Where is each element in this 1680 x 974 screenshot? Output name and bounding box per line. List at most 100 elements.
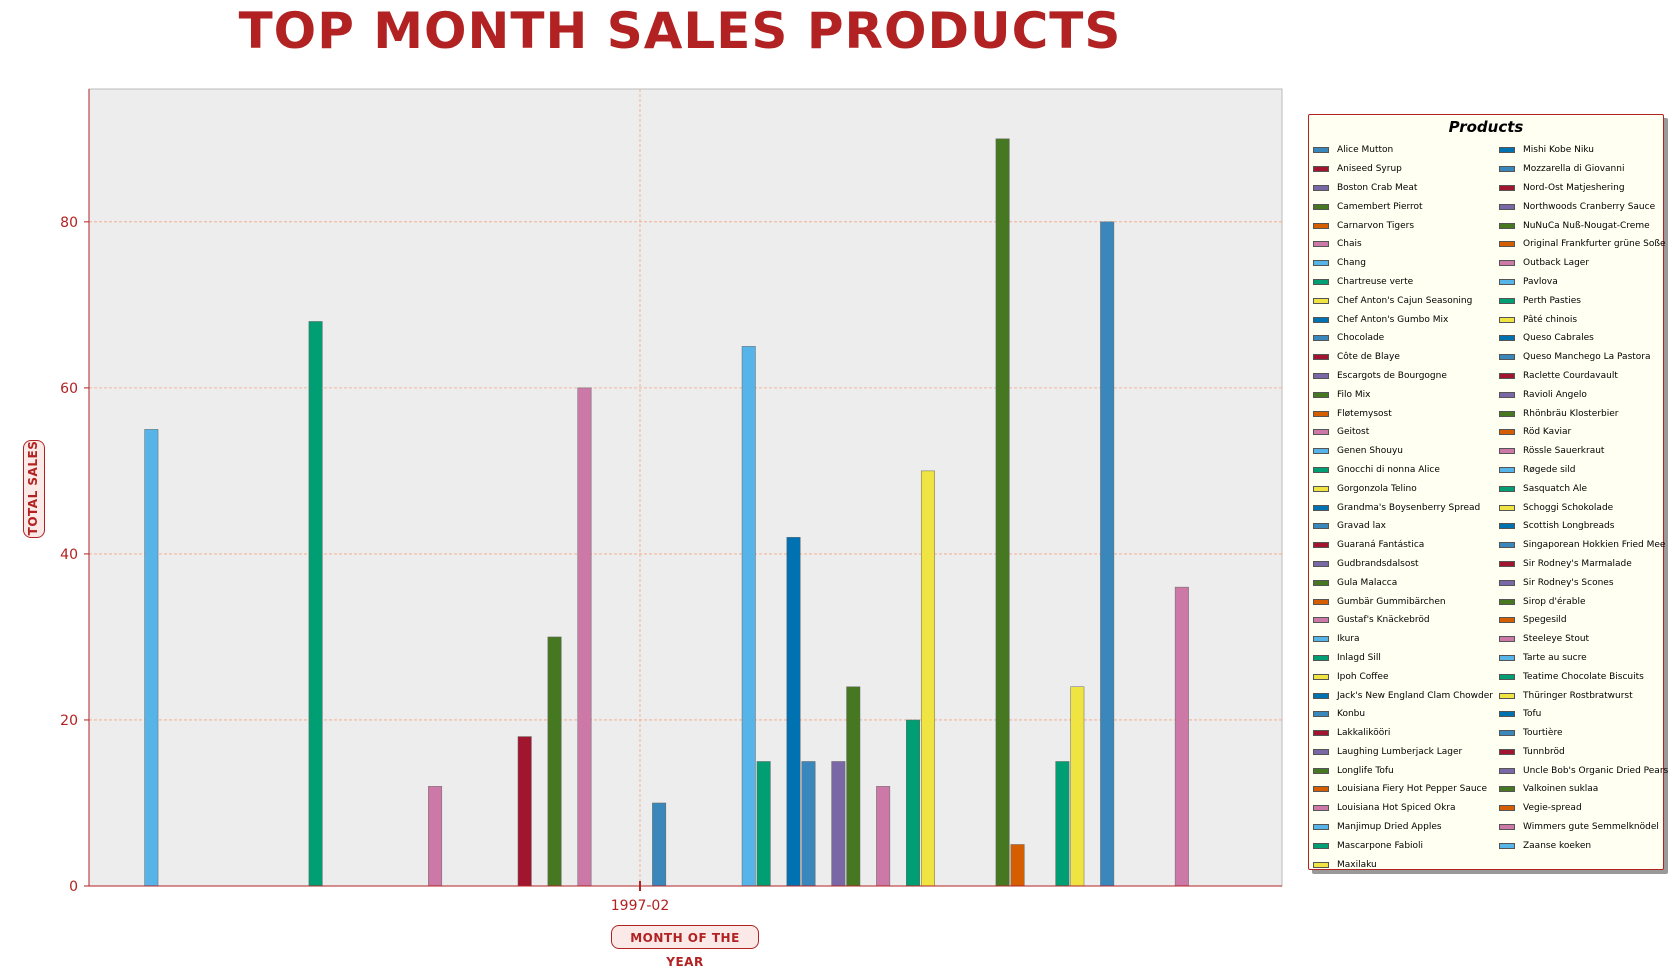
- legend-swatch: [1499, 184, 1515, 191]
- legend-label: Raclette Courdavault: [1523, 370, 1618, 381]
- legend-label: Tarte au sucre: [1523, 652, 1587, 663]
- legend-swatch: [1313, 166, 1329, 173]
- legend-swatch: [1313, 842, 1329, 849]
- bar-th-ringer-rostbratwurst: [1070, 686, 1085, 887]
- legend-label: Sasquatch Ale: [1523, 483, 1588, 494]
- legend-item: Wimmers gute Semmelknödel: [1499, 818, 1668, 837]
- legend-item: Filo Mix: [1313, 385, 1493, 404]
- bar-ravioli-angelo: [831, 761, 846, 887]
- legend-swatch: [1499, 485, 1515, 492]
- legend-label: Carnarvon Tigers: [1337, 220, 1415, 231]
- legend-swatch: [1499, 560, 1515, 567]
- legend-swatch: [1499, 391, 1515, 398]
- legend-item: Boston Crab Meat: [1313, 179, 1493, 198]
- legend-label: Perth Pasties: [1523, 295, 1581, 306]
- legend-item: Guaraná Fantástica: [1313, 536, 1493, 555]
- legend-item: Chais: [1313, 235, 1493, 254]
- legend-item: Spegesild: [1499, 611, 1668, 630]
- legend-swatch: [1499, 241, 1515, 248]
- legend-item: Rössle Sauerkraut: [1499, 442, 1668, 461]
- legend-swatch: [1313, 617, 1329, 624]
- legend-swatch: [1499, 166, 1515, 173]
- legend-item: Steeleye Stout: [1499, 630, 1668, 649]
- y-tick-label: 20: [60, 713, 78, 729]
- legend-swatch: [1499, 523, 1515, 530]
- legend-item: Zaanse koeken: [1499, 836, 1668, 855]
- legend-label: Jack's New England Clam Chowder: [1337, 690, 1493, 701]
- legend-item: Louisiana Fiery Hot Pepper Sauce: [1313, 780, 1493, 799]
- legend-swatch: [1499, 748, 1515, 755]
- legend-swatch: [1313, 316, 1329, 323]
- bar-spegesild: [1010, 844, 1025, 887]
- bar-gnocchi-di-nonna-alice: [308, 321, 323, 887]
- legend-item: Ikura: [1313, 630, 1493, 649]
- legend-label: Gudbrandsdalsost: [1337, 558, 1419, 569]
- legend-swatch: [1499, 316, 1515, 323]
- legend-label: Louisiana Hot Spiced Okra: [1337, 803, 1456, 814]
- legend-item: Inlagd Sill: [1313, 649, 1493, 668]
- legend-swatch: [1313, 335, 1329, 342]
- legend-swatch: [1313, 278, 1329, 285]
- legend-item: Perth Pasties: [1499, 291, 1668, 310]
- legend-item: Escargots de Bourgogne: [1313, 367, 1493, 386]
- bar-queso-manchego-la-pastora: [801, 761, 816, 887]
- legend-label: Louisiana Fiery Hot Pepper Sauce: [1337, 784, 1488, 795]
- legend-item: Uncle Bob's Organic Dried Pears: [1499, 761, 1668, 780]
- legend-label: Lakkalikööri: [1337, 728, 1391, 739]
- legend-item: Louisiana Hot Spiced Okra: [1313, 799, 1493, 818]
- legend-swatch: [1313, 805, 1329, 812]
- legend-item: Ipoh Coffee: [1313, 667, 1493, 686]
- legend-swatch: [1313, 523, 1329, 530]
- legend-item: Sir Rodney's Marmalade: [1499, 555, 1668, 574]
- legend-swatch: [1313, 466, 1329, 473]
- legend-item: Pavlova: [1499, 273, 1668, 292]
- legend-swatch: [1499, 335, 1515, 342]
- legend-label: Konbu: [1337, 709, 1366, 720]
- legend-item: Tunnbröd: [1499, 743, 1668, 762]
- legend-label: NuNuCa Nuß-Nougat-Creme: [1523, 220, 1650, 231]
- legend-label: Rhönbräu Klosterbier: [1523, 408, 1619, 419]
- legend-label: Mishi Kobe Niku: [1523, 145, 1594, 156]
- bar-lakkalik-ri: [517, 736, 532, 887]
- legend-item: Teatime Chocolate Biscuits: [1499, 667, 1668, 686]
- legend-item: Gula Malacca: [1313, 573, 1493, 592]
- legend-label: Scottish Longbreads: [1523, 521, 1615, 532]
- legend-item: Mozzarella di Giovanni: [1499, 160, 1668, 179]
- legend-item: Scottish Longbreads: [1499, 517, 1668, 536]
- legend-label: Chocolade: [1337, 333, 1385, 344]
- legend-swatch: [1313, 579, 1329, 586]
- legend-label: Guaraná Fantástica: [1337, 540, 1425, 551]
- legend-label: Gravad lax: [1337, 521, 1386, 532]
- legend-label: Sirop d'érable: [1523, 596, 1586, 607]
- legend-item: Carnarvon Tigers: [1313, 216, 1493, 235]
- legend-label: Chais: [1337, 239, 1362, 250]
- legend-swatch: [1313, 241, 1329, 248]
- bar-tourti-re: [1100, 221, 1115, 887]
- legend-swatch: [1499, 203, 1515, 210]
- legend-swatch: [1313, 673, 1329, 680]
- legend-swatch: [1313, 636, 1329, 643]
- legend-swatch: [1313, 748, 1329, 755]
- legend-item: Northwoods Cranberry Sauce: [1499, 197, 1668, 216]
- legend-item: Thüringer Rostbratwurst: [1499, 686, 1668, 705]
- legend-item: Tarte au sucre: [1499, 649, 1668, 668]
- legend-item: Nord-Ost Matjeshering: [1499, 179, 1668, 198]
- legend-item: Gorgonzola Telino: [1313, 479, 1493, 498]
- bars: [144, 138, 1189, 887]
- legend-item: Alice Mutton: [1313, 141, 1493, 160]
- y-tick-label: 60: [60, 381, 78, 397]
- legend-item: Côte de Blaye: [1313, 348, 1493, 367]
- legend-swatch: [1499, 842, 1515, 849]
- bar-longlife-tofu: [547, 636, 562, 887]
- legend-swatch: [1499, 786, 1515, 793]
- legend-swatch: [1313, 410, 1329, 417]
- bar-pavlova: [741, 346, 756, 887]
- legend-swatch: [1313, 203, 1329, 210]
- legend-label: Uncle Bob's Organic Dried Pears: [1523, 765, 1669, 776]
- legend-swatch: [1499, 824, 1515, 831]
- legend-swatch: [1313, 448, 1329, 455]
- legend-item: Chartreuse verte: [1313, 273, 1493, 292]
- legend-label: Alice Mutton: [1337, 145, 1394, 156]
- legend-swatch: [1499, 636, 1515, 643]
- legend-swatch: [1499, 297, 1515, 304]
